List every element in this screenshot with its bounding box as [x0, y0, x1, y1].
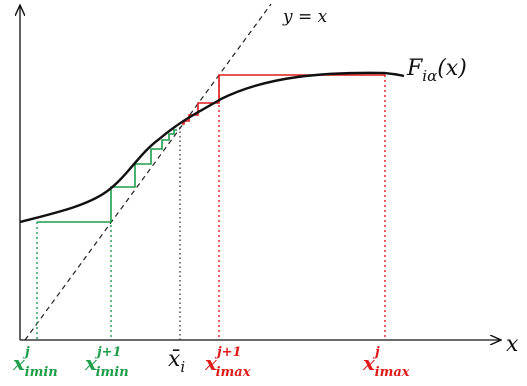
x-axis-label: x [506, 332, 519, 357]
green-cobweb-staircase [37, 129, 177, 223]
label-x-imin-j: xj imin [12, 345, 58, 380]
label-x-imax-j: xj imax [362, 345, 410, 380]
identity-line [24, 3, 272, 341]
fixed-point-label: x̄i [168, 347, 185, 376]
function-curve [19, 71, 405, 224]
label-x-imax-j1: xj+1 imax [204, 345, 251, 380]
label-x-imin-j1: xj+1 imin [84, 345, 129, 380]
identity-line-label: y = x [282, 7, 328, 27]
curve-label: Fiα(x) [406, 56, 467, 85]
red-cobweb-staircase [182, 74, 385, 125]
